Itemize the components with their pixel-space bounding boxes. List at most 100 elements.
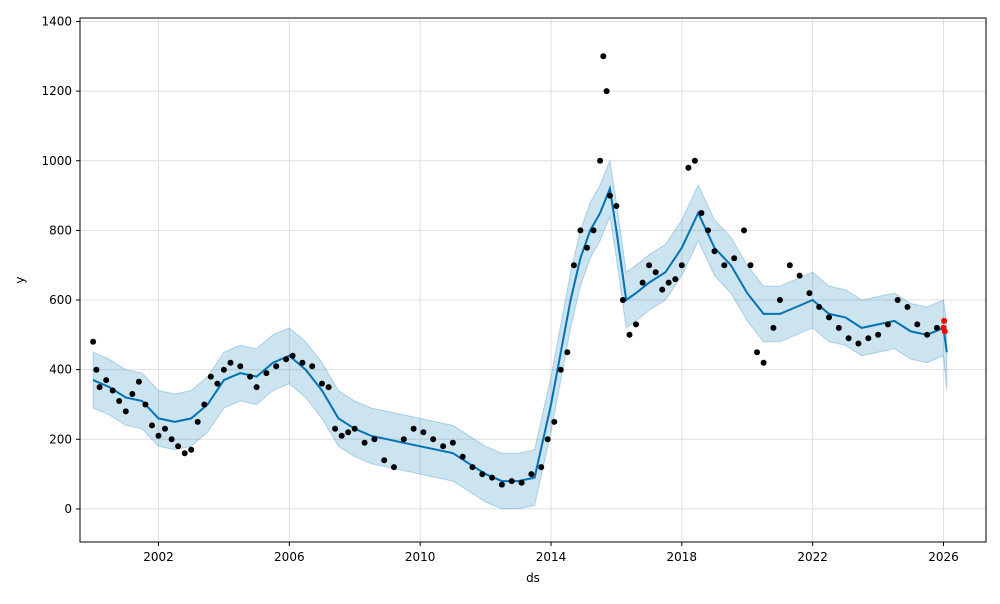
observed-point <box>865 335 872 342</box>
y-tick-label: 600 <box>49 293 72 307</box>
forecast-line <box>92 184 948 483</box>
observed-point <box>214 380 221 387</box>
x-tick-label: 2002 <box>143 550 174 564</box>
observed-point <box>855 340 862 347</box>
observed-point <box>826 314 832 321</box>
observed-point <box>603 88 610 95</box>
observed-point <box>894 297 901 303</box>
observed-point <box>544 436 551 443</box>
observed-point <box>652 269 659 276</box>
observed-point <box>518 479 525 486</box>
observed-point <box>237 363 244 370</box>
observed-point <box>103 377 110 384</box>
observed-point <box>227 359 234 366</box>
observed-point <box>904 304 911 310</box>
observed-point <box>273 363 280 370</box>
observed-point <box>247 373 254 380</box>
observed-point <box>538 464 545 471</box>
observed-point <box>155 432 162 439</box>
observed-point <box>162 425 168 432</box>
observed-point <box>479 471 486 478</box>
observed-point <box>760 359 767 366</box>
observed-point <box>626 331 633 338</box>
observed-point <box>175 443 182 450</box>
observed-point <box>93 366 100 373</box>
observed-point <box>351 425 358 432</box>
forecast-line-layer <box>92 184 948 483</box>
x-tick-label: 2010 <box>405 550 436 564</box>
observed-point <box>557 366 564 373</box>
observed-point <box>135 378 142 385</box>
observed-point <box>449 439 456 446</box>
observed-point <box>122 408 129 415</box>
observed-point <box>796 272 803 279</box>
x-tick-label: 2018 <box>667 550 698 564</box>
observed-point <box>633 321 639 328</box>
observed-point <box>875 331 882 338</box>
observed-point <box>508 478 515 485</box>
observed-point <box>678 262 685 269</box>
observed-point <box>263 370 270 377</box>
observed-point <box>570 262 577 269</box>
x-tick-label: 2026 <box>928 550 959 564</box>
observed-point <box>309 363 316 370</box>
x-axis-ticks: 2002 2006 2010 2014 2018 2022 2026 <box>143 542 959 564</box>
observed-point <box>361 439 368 446</box>
observed-point <box>430 436 437 443</box>
observed-point <box>338 432 345 439</box>
observed-point <box>776 297 783 303</box>
observed-point <box>283 356 290 363</box>
observed-point <box>659 286 666 293</box>
observed-points-layer <box>90 53 940 488</box>
observed-point <box>600 53 607 60</box>
observed-point <box>325 384 332 391</box>
observed-point <box>207 373 214 380</box>
observed-point <box>551 418 558 425</box>
observed-point <box>646 262 653 269</box>
observed-point <box>142 401 149 408</box>
observed-point <box>253 384 260 391</box>
uncertainty-band <box>92 158 948 510</box>
observed-point <box>590 227 597 234</box>
observed-point <box>96 384 103 391</box>
observed-point <box>319 380 325 387</box>
observed-point <box>698 210 705 216</box>
y-tick-label: 1400 <box>41 14 72 28</box>
observed-point <box>109 387 116 394</box>
y-tick-label: 800 <box>49 223 72 237</box>
observed-point <box>705 227 711 234</box>
y-tick-label: 1000 <box>41 154 72 168</box>
observed-point <box>194 418 201 425</box>
observed-point <box>639 279 646 286</box>
observed-point <box>672 276 679 283</box>
y-tick-label: 200 <box>49 432 72 446</box>
observed-point <box>410 425 417 432</box>
observed-point <box>747 262 754 269</box>
x-tick-label: 2006 <box>274 550 305 564</box>
observed-point <box>420 429 427 436</box>
observed-point <box>459 453 466 460</box>
observed-point <box>806 290 813 297</box>
observed-point <box>665 279 672 286</box>
observed-point <box>613 203 620 209</box>
observed-point <box>786 262 793 269</box>
x-tick-label: 2014 <box>536 550 567 564</box>
observed-point <box>332 425 339 432</box>
highlight-point <box>941 317 948 324</box>
observed-point <box>685 164 692 171</box>
observed-point <box>345 429 352 436</box>
y-tick-label: 400 <box>49 363 72 377</box>
observed-point <box>489 474 496 481</box>
grid-layer <box>80 18 986 542</box>
observed-point <box>564 349 571 356</box>
observed-point <box>754 349 760 356</box>
observed-point <box>835 324 842 331</box>
y-tick-label: 0 <box>64 502 72 516</box>
observed-point <box>371 436 378 443</box>
uncertainty-band-layer <box>92 158 948 510</box>
observed-point <box>528 471 535 478</box>
observed-point <box>816 304 823 310</box>
observed-point <box>149 422 155 429</box>
